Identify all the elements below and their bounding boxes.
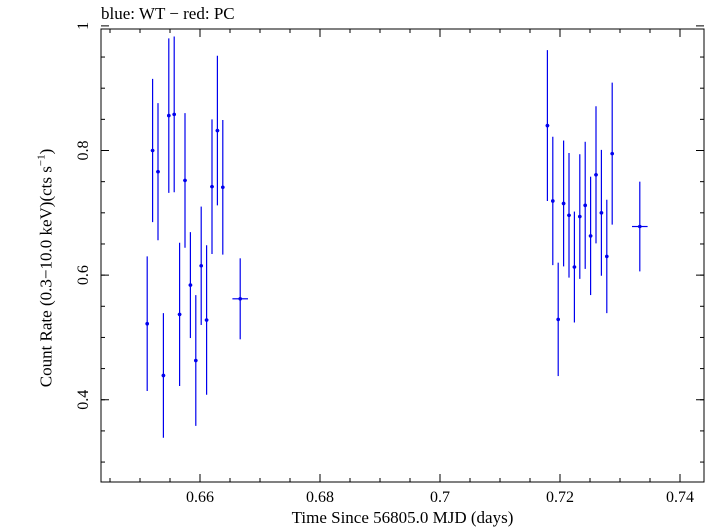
data-marker (167, 113, 171, 118)
y-axis-label-exponent: −1 (35, 154, 48, 167)
data-marker (210, 184, 214, 189)
data-point (605, 199, 609, 314)
y-tick-label: 0.4 (75, 390, 92, 410)
data-point (177, 242, 182, 387)
data-marker (204, 318, 209, 322)
data-marker (551, 199, 555, 203)
data-point (210, 119, 214, 254)
data-marker (156, 169, 160, 174)
data-marker (161, 373, 166, 378)
data-point (167, 38, 171, 193)
x-tick-label: 0.72 (546, 489, 574, 506)
y-axis-label-close: ) (36, 148, 56, 155)
y-axis-label-main: Count Rate (0.3−10.0 keV)(cts s (36, 166, 56, 388)
data-marker (605, 254, 609, 259)
data-point (578, 154, 582, 279)
x-axis-label: Time Since 56805.0 MJD (days) (291, 508, 514, 527)
x-axis: 0.66 0.68 0.7 0.72 0.74 (109, 29, 694, 506)
data-marker (145, 321, 149, 326)
plot-frame (100, 28, 705, 483)
chart-title: blue: WT − red: PC (101, 4, 235, 23)
data-marker (238, 297, 242, 301)
data-point (551, 136, 555, 266)
data-point (204, 245, 209, 395)
y-axis-label: Count Rate (0.3−10.0 keV)(cts s−1) (36, 149, 57, 388)
data-point (232, 258, 248, 340)
data-point (172, 36, 176, 193)
y-axis: 0.4 0.6 0.8 1 (75, 22, 704, 463)
data-point (588, 176, 593, 296)
data-marker (588, 234, 593, 238)
data-marker (556, 317, 560, 322)
data-marker (594, 173, 598, 177)
data-point (145, 256, 149, 392)
data-point (150, 78, 155, 223)
data-marker (599, 211, 604, 215)
data-point (188, 232, 193, 339)
data-point (556, 262, 560, 377)
data-point (594, 106, 598, 244)
data-point (583, 141, 587, 269)
data-marker (578, 214, 582, 219)
data-point (194, 295, 198, 426)
x-tick-label: 0.7 (430, 489, 450, 506)
data-marker (561, 201, 566, 206)
data-point (572, 211, 577, 323)
data-point (561, 140, 566, 267)
data-series-wt (145, 36, 648, 438)
data-point (599, 149, 604, 276)
data-point (183, 113, 187, 248)
data-marker (583, 203, 587, 208)
y-tick-label: 0.8 (75, 141, 92, 161)
y-tick-label: 1 (75, 22, 92, 30)
x-tick-label: 0.74 (666, 489, 694, 506)
data-marker (638, 224, 642, 229)
data-point (156, 103, 160, 241)
data-marker (188, 283, 193, 287)
data-marker (610, 151, 614, 156)
data-point (199, 206, 203, 325)
data-marker (221, 185, 225, 190)
data-point (545, 50, 550, 201)
data-marker (177, 312, 182, 317)
data-point (221, 119, 225, 255)
data-marker (567, 213, 571, 218)
data-marker (172, 112, 176, 117)
data-point (632, 181, 648, 272)
data-marker (183, 178, 187, 183)
data-marker (215, 128, 220, 133)
data-marker (194, 358, 198, 363)
y-tick-label: 0.6 (75, 265, 92, 285)
data-marker (545, 123, 550, 128)
data-marker (150, 148, 155, 153)
x-tick-label: 0.68 (306, 489, 334, 506)
data-point (610, 82, 614, 225)
x-tick-label: 0.66 (186, 489, 214, 506)
data-marker (199, 263, 203, 268)
data-point (161, 313, 166, 438)
data-point (567, 152, 571, 278)
data-point (215, 55, 220, 206)
data-marker (572, 265, 577, 269)
